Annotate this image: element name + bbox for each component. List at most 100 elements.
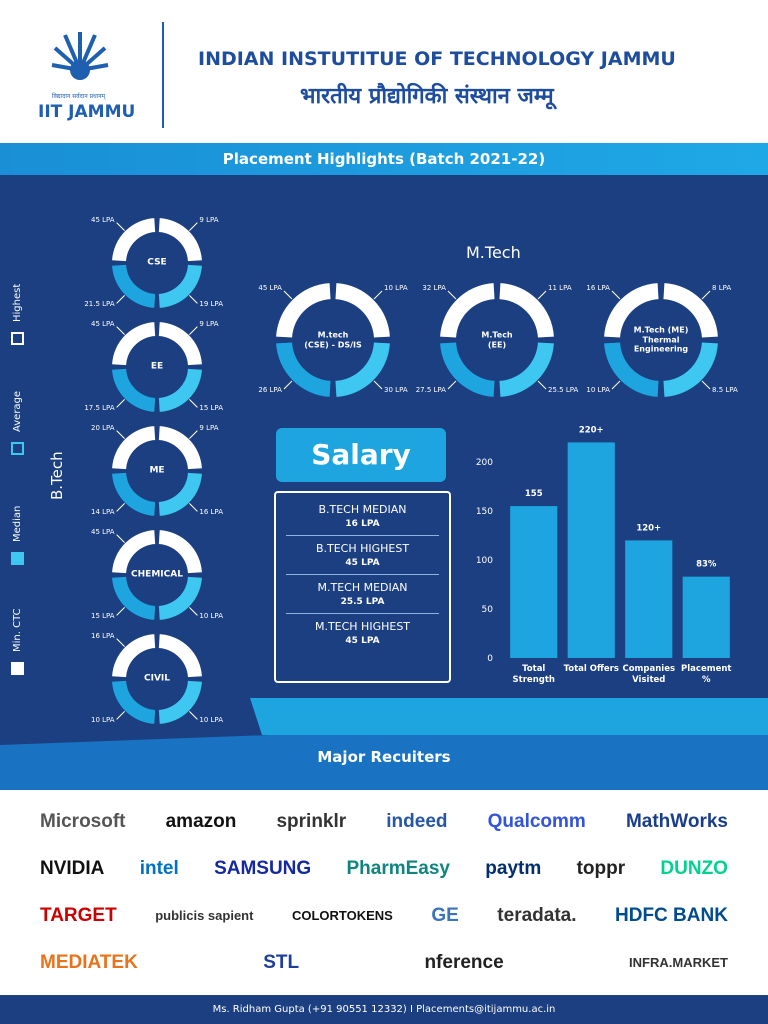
donut-segment: [112, 426, 156, 470]
donut-name: M.Tech (ME) Thermal Engineering: [633, 325, 689, 354]
donut-center: [128, 338, 186, 396]
leader-line: [283, 380, 293, 390]
leader-line: [189, 222, 198, 231]
x-tick-label: Placement %: [681, 664, 732, 685]
donut-name: M.tech (CSE) - DS/IS: [304, 330, 362, 349]
recruiter-logo: Microsoft: [40, 810, 126, 832]
donut-name: CSE: [147, 257, 167, 268]
donut-label: 20 LPA: [91, 423, 115, 432]
donut-segment: [604, 342, 659, 397]
donut-center: [128, 442, 186, 500]
donut-label: 21.5 LPA: [84, 300, 115, 309]
donut-segment: [276, 342, 331, 397]
bar: [567, 442, 615, 658]
recruiter-logo: COLORTOKENS: [291, 908, 393, 923]
leader-line: [116, 534, 125, 543]
donut-label: 17.5 LPA: [84, 404, 115, 413]
leader-line: [189, 326, 198, 335]
salary-value: 45 LPA: [345, 558, 380, 568]
recruiter-logo: sprinklr: [276, 810, 347, 832]
value-label: 220+: [579, 425, 604, 435]
salary-box: B.TECH MEDIAN 16 LPA B.TECH HIGHEST 45 LPA M…: [274, 491, 451, 683]
salary-value: 45 LPA: [345, 636, 380, 646]
title: INDIAN INSTUTITUE OF TECHNOLOGY JAMMU: [198, 48, 676, 70]
leader-line: [116, 222, 125, 231]
donut-label: 45 LPA: [91, 215, 115, 224]
legend-label: Average: [12, 390, 23, 432]
recruiter-logo: toppr: [576, 857, 626, 879]
y-tick-label: 0: [487, 654, 493, 664]
legend-label: Median: [12, 505, 23, 542]
recruiter-logo: Qualcomm: [487, 810, 586, 832]
donut-segment: [112, 634, 156, 678]
leader-line: [189, 399, 198, 408]
donut-label: 10 LPA: [91, 716, 115, 725]
bar: [510, 506, 558, 658]
recruiter-logo: STL: [263, 951, 300, 973]
donut-segment: [663, 283, 718, 338]
donut-label: 9 LPA: [199, 319, 219, 328]
donut-center: [128, 546, 186, 604]
donut-label: 25.5 LPA: [548, 386, 579, 395]
leader-line: [116, 607, 125, 616]
donut-segment: [276, 283, 331, 338]
donut-label: 19 LPA: [199, 300, 223, 309]
recruiter-logo: TARGET: [40, 904, 117, 926]
x-tick-label: Total Offers: [563, 664, 619, 674]
leader-line: [373, 290, 383, 300]
donut-label: 15 LPA: [199, 404, 223, 413]
divider: [162, 22, 164, 128]
donut-name: ME: [149, 465, 165, 476]
donut-segment: [158, 368, 202, 412]
subtitle: भारतीय प्रौद्योगिकी संस्थान जम्मू: [300, 84, 554, 109]
donut-label: 9 LPA: [199, 215, 219, 224]
donut-label: 45 LPA: [91, 319, 115, 328]
donut-center: [128, 650, 186, 708]
mtech-label: M.Tech: [466, 243, 521, 262]
x-tick-label: Companies Visited: [622, 664, 676, 685]
value-label: 120+: [636, 523, 661, 533]
btech-label: B.Tech: [48, 451, 66, 500]
leader-line: [701, 380, 711, 390]
recruiter-logo: MathWorks: [625, 810, 728, 832]
donut-segment: [158, 576, 202, 620]
donut-segment: [158, 426, 202, 470]
x-tick-label: Total Strength: [512, 664, 555, 685]
legend-label: Highest: [12, 283, 23, 322]
footer: Ms. Ridham Gupta (+91 90551 12332) I Pla…: [0, 995, 768, 1024]
donut-segment: [604, 283, 659, 338]
leader-line: [283, 290, 293, 300]
donut-segment: [158, 218, 202, 262]
leader-line: [116, 430, 125, 439]
donut-label: 10 LPA: [384, 283, 408, 292]
salary-item: B.TECH HIGHEST 45 LPA: [286, 536, 439, 575]
value-label: 155: [525, 489, 543, 499]
donut-segment: [158, 264, 202, 308]
salary-label: B.TECH MEDIAN: [318, 503, 407, 516]
donut-segment: [112, 530, 156, 574]
donut-segment: [499, 283, 554, 338]
leader-line: [116, 326, 125, 335]
salary-item: M.TECH HIGHEST 45 LPA: [286, 614, 439, 652]
recruiter-logo: PharmEasy: [346, 857, 450, 879]
donut-segment: [158, 680, 202, 724]
bar: [682, 576, 730, 658]
recruiters: Microsoft amazon sprinklr indeed Qualcomm Mat…: [0, 790, 768, 995]
recruiter-logo: paytm: [485, 857, 542, 879]
donut-segment: [440, 283, 495, 338]
y-tick-label: 200: [476, 458, 493, 468]
donut-center: [458, 301, 536, 379]
legend-swatch: [11, 332, 24, 345]
donut-segment: [663, 342, 718, 397]
y-tick-label: 50: [482, 605, 494, 615]
leader-line: [116, 399, 125, 408]
logo-text: IIT JAMMU: [38, 102, 136, 122]
recruiter-logo: publicis sapient: [155, 908, 254, 923]
logo-row: Microsoft amazon sprinklr indeed Qualcomm Mat…: [40, 798, 728, 845]
donut-label: 16 LPA: [91, 631, 115, 640]
donut-name: M.Tech (EE): [481, 330, 513, 349]
donut-label: 9 LPA: [199, 423, 219, 432]
donut-segment: [112, 218, 156, 262]
legend-swatch: [11, 552, 24, 565]
salary-label: M.TECH MEDIAN: [317, 581, 408, 594]
